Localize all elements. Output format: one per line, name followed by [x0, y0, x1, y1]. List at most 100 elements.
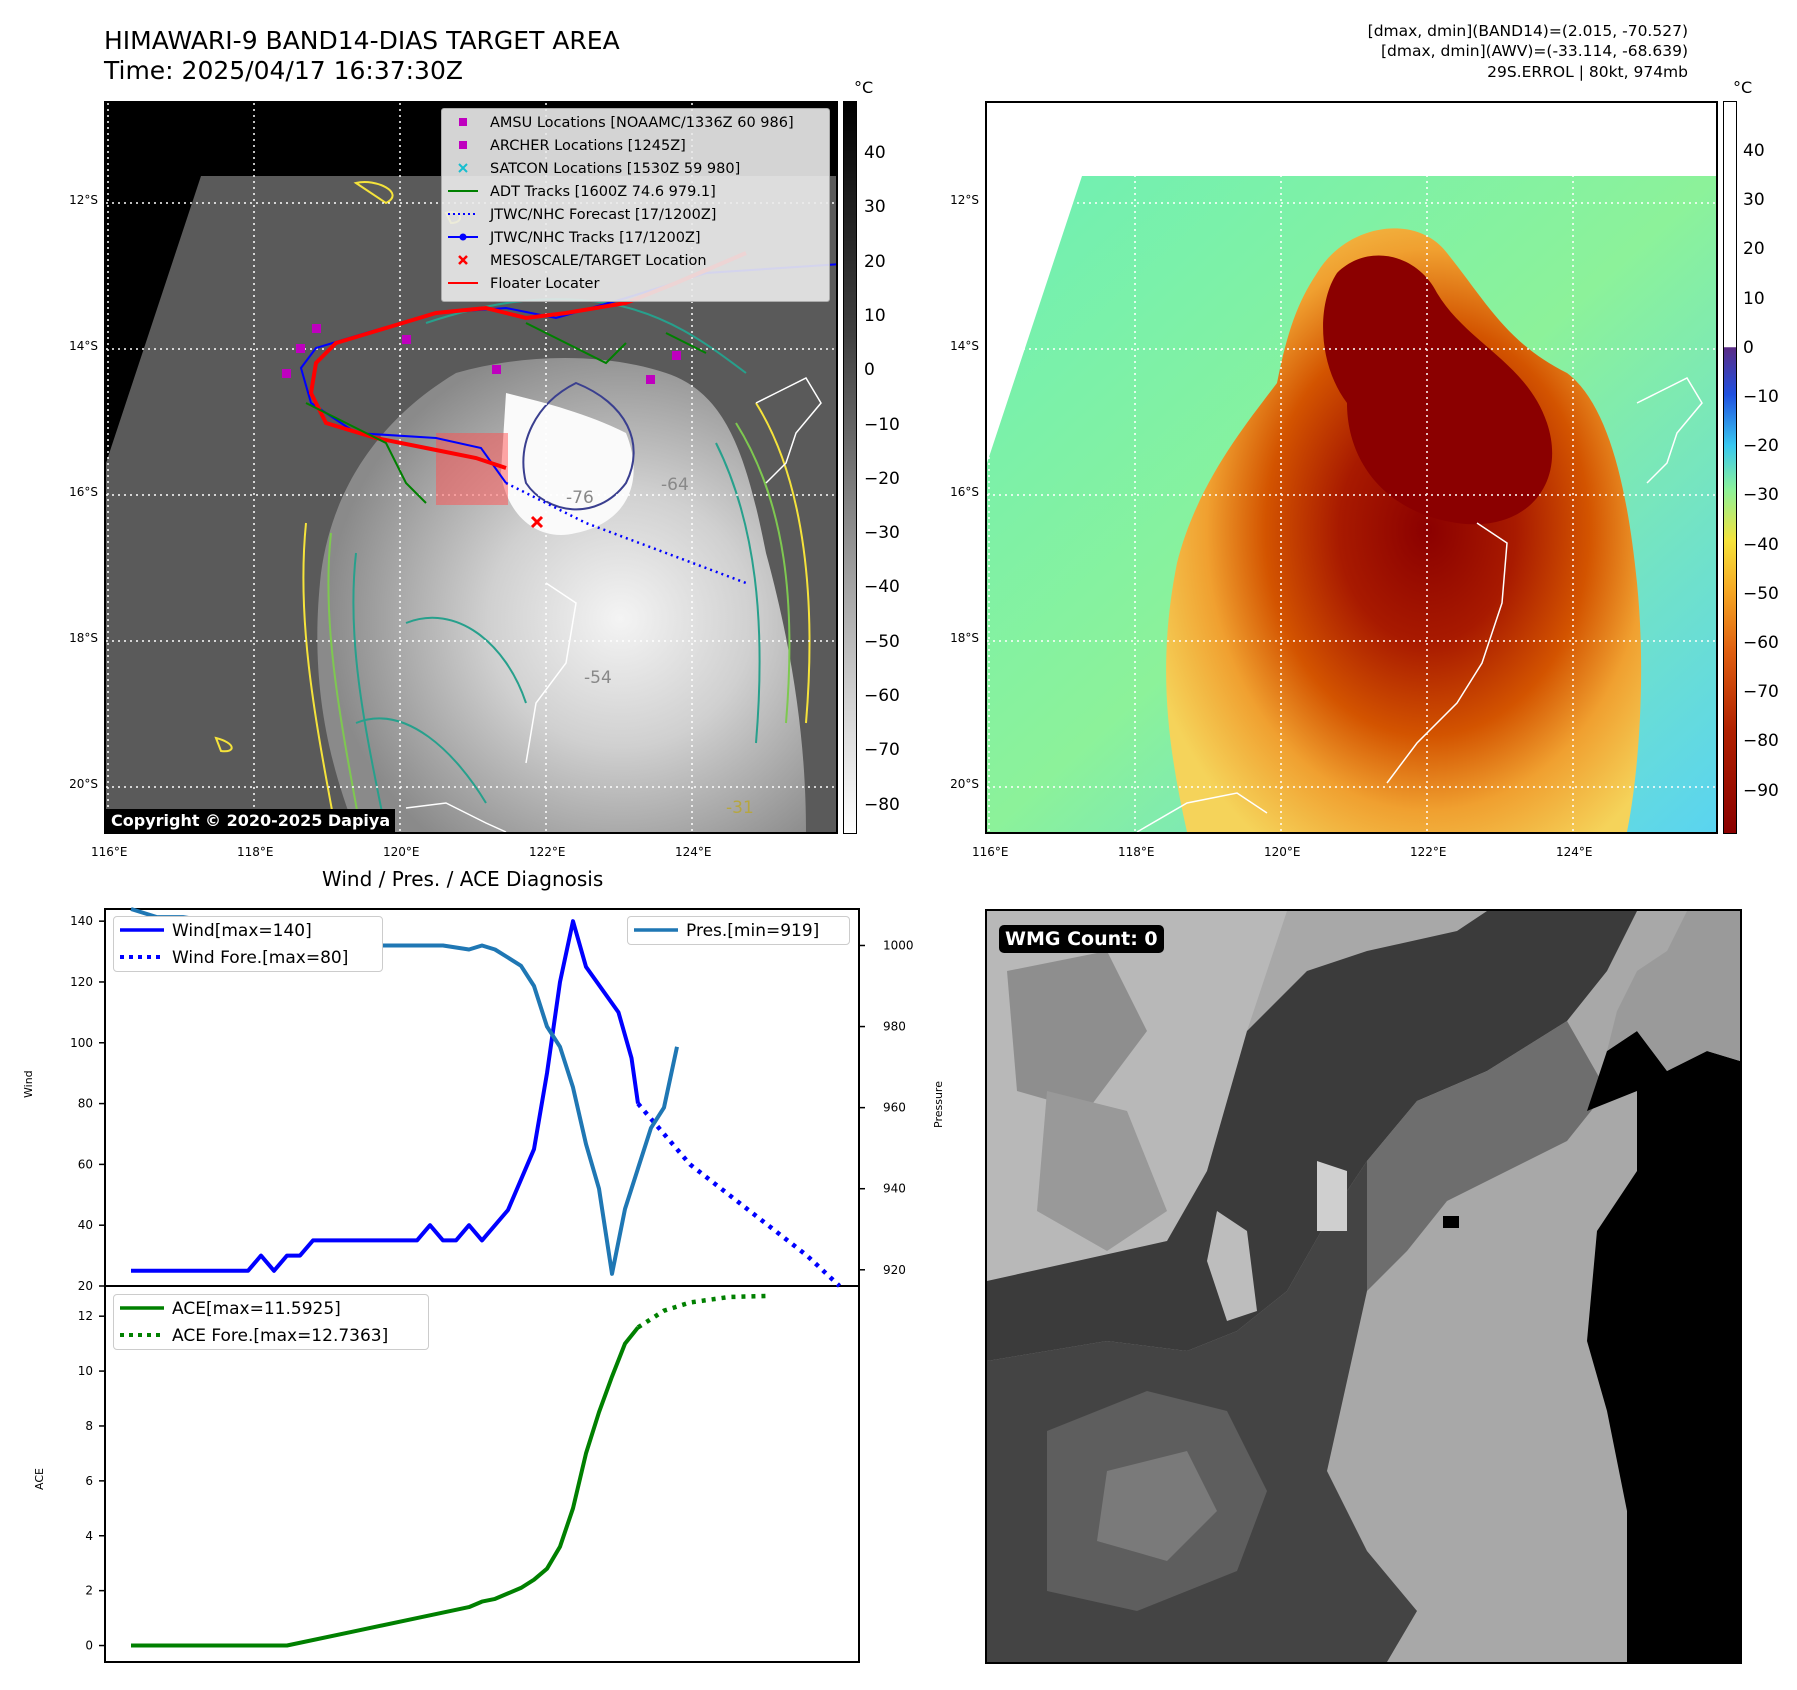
map-gridlines	[987, 103, 1716, 832]
contour-label: -54	[584, 668, 612, 688]
floater-track	[308, 251, 747, 470]
colorbar-tick-label: −40	[1743, 534, 1779, 555]
info-storm-status: 29S.ERROL | 80kt, 974mb	[1487, 63, 1688, 81]
contour-label: -31	[726, 798, 754, 818]
mesoscale-target-marker	[530, 515, 544, 529]
wind-y-tick-label: 20	[78, 1279, 93, 1293]
colorbar-tick-label: −60	[864, 686, 900, 706]
ace-y-tick-label: 4	[85, 1529, 93, 1543]
lat-tick: 16°S	[950, 485, 979, 499]
colorbar-tick-label: 30	[1743, 190, 1765, 211]
ace-y-tick-label: 10	[78, 1364, 93, 1378]
colorbar-tick-label: 0	[864, 360, 875, 381]
legend-item-archer: ARCHER Locations [1245Z]	[442, 134, 829, 157]
coastline	[1386, 522, 1508, 784]
wmg-count-badge: WMG Count: 0	[999, 925, 1164, 953]
colorbar-tick-label: 40	[864, 143, 886, 163]
line-icon	[448, 190, 478, 192]
pressure-y-tick-label: 940	[883, 1182, 906, 1196]
figure-time: Time: 2025/04/17 16:37:30Z	[104, 56, 463, 85]
wind-y-tick-label: 60	[78, 1157, 93, 1171]
legend-item-adt: ADT Tracks [1600Z 74.6 979.1]	[442, 180, 829, 203]
colorbar-tick-label: 20	[1743, 239, 1765, 260]
legend-item-ace-forecast: ACE Fore.[max=12.7363]	[114, 1322, 428, 1349]
lon-tick: 118°E	[1118, 845, 1155, 859]
square-marker-icon	[459, 141, 467, 149]
legend-item-wind-forecast: Wind Fore.[max=80]	[114, 944, 382, 971]
dotted-line-icon	[120, 1333, 164, 1337]
series-line-ace-fore-max-	[636, 1293, 769, 1330]
lon-tick: 116°E	[91, 845, 128, 859]
legend-item-satcon: SATCON Locations [1530Z 59 980]	[442, 157, 829, 180]
diagnosis-chart: 20 40 60 80 100 120 140 920 940 960 980 1000 0 2 4 6 8 10…	[70, 907, 914, 1663]
colorbar-tick-label: −10	[1743, 387, 1779, 407]
colorbar-tick-label: 0	[1743, 337, 1754, 358]
wmg-panel: WMG Count: 0	[985, 909, 1742, 1664]
coastline	[525, 582, 577, 764]
info-awv-range: [dmax, dmin](AWV)=(-33.114, -68.639)	[1381, 42, 1688, 60]
series-line-wind-max-	[131, 919, 640, 1273]
colorbar-tick-label: −30	[1743, 485, 1779, 506]
lon-tick: 122°E	[1410, 845, 1447, 859]
line-icon	[120, 928, 164, 932]
dotted-line-icon	[120, 955, 164, 959]
wind-y-tick-label: 100	[70, 1036, 93, 1050]
series-line-ace-max-	[131, 1326, 640, 1648]
left-colorbar	[843, 101, 857, 834]
colorbar-tick-label: −40	[864, 577, 900, 598]
colorbar-tick-label: 10	[864, 305, 886, 326]
jtwc-forecast-track	[505, 481, 747, 585]
contour-label: -76	[566, 488, 594, 508]
legend-item-wind: Wind[max=140]	[114, 917, 382, 944]
colorbar-tick-label: −50	[864, 631, 900, 652]
lat-tick: 14°S	[950, 339, 979, 353]
colorbar-tick-label: −90	[1743, 780, 1779, 801]
legend-item-floater: Floater Locater	[442, 272, 829, 295]
ace-y-tick-label: 2	[85, 1584, 93, 1598]
lon-tick: 116°E	[972, 845, 1009, 859]
line-icon	[120, 1306, 164, 1310]
line-icon	[634, 928, 678, 932]
lon-tick: 122°E	[529, 845, 566, 859]
wind-legend: Wind[max=140] Wind Fore.[max=80]	[113, 916, 383, 972]
pressure-y-tick-label: 920	[883, 1263, 906, 1277]
lat-tick: 12°S	[950, 193, 979, 207]
x-marker-icon	[458, 163, 468, 173]
line-icon	[448, 282, 478, 284]
legend-item-pressure: Pres.[min=919]	[628, 917, 849, 944]
map-legend: AMSU Locations [NOAAMC/1336Z 60 986] ARC…	[441, 108, 830, 302]
awv-map	[985, 101, 1718, 834]
colorbar-tick-label: −80	[1743, 731, 1779, 752]
diagnosis-title: Wind / Pres. / ACE Diagnosis	[322, 867, 604, 891]
colorbar-tick-label: −20	[864, 468, 900, 489]
lat-tick: 18°S	[69, 631, 98, 645]
legend-item-jtwc-forecast: JTWC/NHC Forecast [17/1200Z]	[442, 203, 829, 226]
lat-tick: 20°S	[950, 777, 979, 791]
ace-y-tick-label: 0	[85, 1639, 93, 1653]
pressure-y-tick-label: 1000	[883, 938, 914, 952]
lat-tick: 12°S	[69, 193, 98, 207]
colorbar-tick-label: −20	[1743, 436, 1779, 457]
cold-cloud-top-region	[1166, 228, 1642, 832]
adt-tracks	[305, 322, 707, 504]
pressure-y-tick-label: 960	[883, 1101, 906, 1115]
lon-tick: 120°E	[383, 845, 420, 859]
wmg-image	[987, 911, 1740, 1662]
series-line-wind-fore-max-	[636, 1102, 842, 1288]
pressure-legend: Pres.[min=919]	[627, 916, 850, 945]
map-gridlines	[106, 103, 836, 832]
legend-item-mesoscale: MESOSCALE/TARGET Location	[442, 249, 829, 272]
wind-y-tick-label: 80	[78, 1097, 93, 1111]
pressure-y-tick-label: 980	[883, 1020, 906, 1034]
colorbar-tick-label: 30	[864, 197, 886, 218]
info-band14-range: [dmax, dmin](BAND14)=(2.015, -70.527)	[1367, 22, 1688, 40]
colorbar-tick-label: −70	[864, 740, 900, 761]
colorbar-tick-label: 10	[1743, 288, 1765, 309]
colorbar-unit: °C	[854, 78, 874, 97]
contour-label: -64	[661, 475, 689, 495]
wind-y-tick-label: 40	[78, 1218, 93, 1232]
right-colorbar	[1723, 101, 1737, 834]
ace-y-tick-label: 12	[78, 1309, 93, 1323]
wind-y-tick-label: 120	[70, 975, 93, 989]
ace-y-tick-label: 8	[85, 1419, 93, 1433]
